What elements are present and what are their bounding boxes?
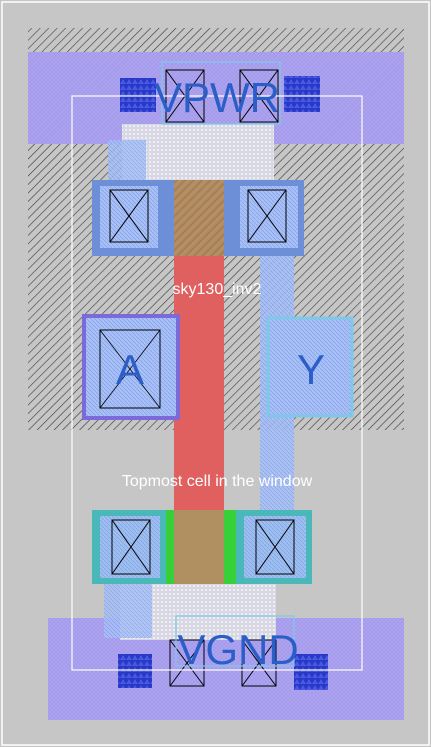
pmos-source-contact-area bbox=[100, 186, 158, 248]
output-y-label: Y bbox=[297, 346, 325, 393]
via-vpwr-left bbox=[120, 78, 156, 112]
nmos-gate-overlap bbox=[174, 510, 224, 584]
nmos-gate-edge-left bbox=[166, 510, 174, 584]
via-vgnd-right bbox=[294, 654, 328, 690]
ntap-diffusion bbox=[122, 124, 274, 182]
nmos-source-contact-area bbox=[100, 516, 160, 578]
pmos-gate-overlap bbox=[174, 180, 224, 256]
via-vpwr-right bbox=[284, 76, 320, 112]
input-a-label: A bbox=[116, 346, 144, 393]
vpwr-label-box bbox=[161, 61, 281, 125]
cell-name-label: sky130_inv2 bbox=[173, 281, 262, 298]
vpwr-pin-label: VPWR bbox=[154, 74, 280, 121]
li-left-bottom bbox=[104, 578, 152, 638]
output-y-pad[interactable] bbox=[266, 316, 354, 418]
cell-boundary[interactable] bbox=[71, 95, 363, 671]
input-a-poly-contact bbox=[99, 329, 161, 409]
vgnd-label-box bbox=[175, 615, 295, 667]
pmos-drain-contact-area bbox=[240, 186, 298, 248]
topmost-cell-caption: Topmost cell in the window bbox=[122, 473, 313, 490]
nmos-gate-edge-right bbox=[224, 510, 236, 584]
via-vgnd-left bbox=[118, 654, 152, 688]
vgnd-pin-label: VGND bbox=[177, 626, 298, 673]
